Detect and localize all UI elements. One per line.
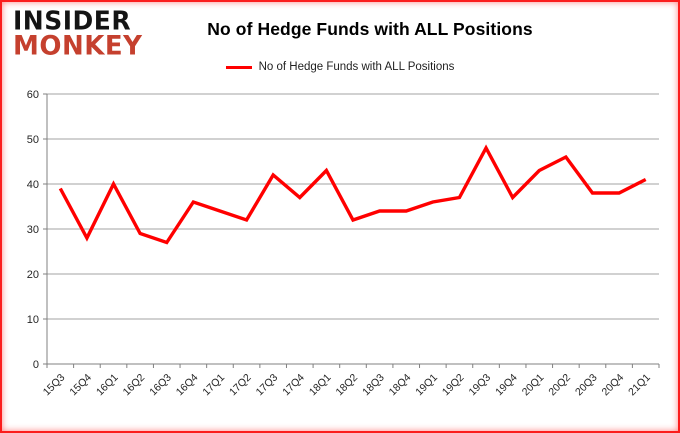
x-axis-label: 17Q2 [227,372,254,399]
x-axis-label: 18Q4 [387,372,414,399]
y-axis-label: 20 [27,269,39,281]
y-axis-label: 60 [27,89,39,101]
logo-text-insider: INSIDER [13,5,132,36]
x-axis-label: 17Q1 [200,372,227,399]
x-axis-label: 15Q4 [67,372,94,399]
chart-legend: No of Hedge Funds with ALL Positions [2,60,678,74]
y-axis-label: 30 [27,224,39,236]
x-axis-label: 15Q3 [41,372,68,399]
x-axis-label: 16Q1 [94,372,121,399]
insider-monkey-logo: INSIDER MONKEY [13,5,143,62]
x-axis-label: 19Q1 [413,372,440,399]
logo-text-monkey: MONKEY [13,30,143,62]
x-axis-label: 18Q2 [333,372,360,399]
legend-label: No of Hedge Funds with ALL Positions [258,61,455,73]
x-axis-label: 17Q4 [280,372,307,399]
y-axis-label: 10 [27,314,39,326]
x-axis-label: 16Q3 [147,372,174,399]
x-axis-label: 19Q3 [467,372,494,399]
x-axis-label: 18Q1 [307,372,334,399]
y-axis-label: 50 [27,134,39,146]
x-axis-label: 19Q4 [493,372,520,399]
chart-title: No of Hedge Funds with ALL Positions [207,19,533,39]
series-line [58,144,647,245]
x-axis-label: 20Q3 [573,372,600,399]
x-axis-label: 20Q4 [600,372,627,399]
x-axis-label: 18Q3 [360,372,387,399]
x-axis-label: 19Q2 [440,372,467,399]
legend-line-marker [225,65,252,69]
y-axis-label: 0 [33,359,39,371]
x-axis-label: 16Q2 [121,372,148,399]
x-axis-label: 21Q1 [626,372,653,399]
y-axis-label: 40 [27,179,39,191]
x-axis-label: 20Q2 [546,372,573,399]
x-axis-label: 20Q1 [520,372,547,399]
x-axis-label: 17Q3 [254,372,281,399]
x-axis-label: 16Q4 [174,372,201,399]
